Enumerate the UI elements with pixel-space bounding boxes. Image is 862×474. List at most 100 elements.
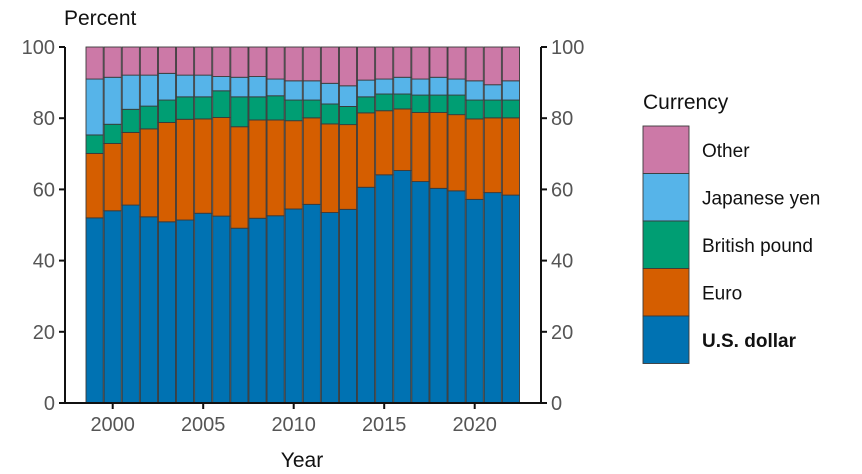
bar-segment-japanese-yen-2020 <box>465 80 484 101</box>
bar-stack-1999 <box>85 46 104 404</box>
bar-segment-other-2007 <box>230 46 249 78</box>
legend-swatch-british-pound <box>642 220 690 269</box>
bar-segment-u-s-dollar-2006 <box>212 215 231 404</box>
bar-segment-euro-2013 <box>338 124 358 210</box>
bar-segment-u-s-dollar-2007 <box>230 227 249 404</box>
bar-segment-euro-2020 <box>465 118 484 200</box>
bar-segment-other-2011 <box>302 46 321 82</box>
bar-segment-british-pound-2021 <box>483 99 502 119</box>
legend-label-euro: Euro <box>702 283 742 304</box>
bar-segment-euro-2008 <box>248 119 267 219</box>
x-tick-label-2000: 2000 <box>90 414 135 436</box>
bar-segment-u-s-dollar-1999 <box>85 217 104 404</box>
x-axis-title: Year <box>281 449 323 472</box>
left-tick-label-20: 20 <box>33 322 55 344</box>
bar-stack-2003 <box>157 46 177 404</box>
bar-stack-2022 <box>501 46 520 404</box>
bar-stack-2000 <box>103 46 122 404</box>
bar-segment-japanese-yen-2015 <box>375 78 394 95</box>
bar-segment-euro-2017 <box>411 112 430 183</box>
right-tick-label-20: 20 <box>551 322 573 344</box>
bar-segment-british-pound-2007 <box>230 96 249 128</box>
bar-segment-british-pound-2001 <box>121 108 140 133</box>
bar-segment-british-pound-2016 <box>393 93 412 110</box>
right-tick-label-60: 60 <box>551 179 573 201</box>
bar-segment-euro-2022 <box>501 117 520 196</box>
bar-segment-japanese-yen-2009 <box>266 78 285 97</box>
bar-segment-u-s-dollar-2011 <box>302 203 321 404</box>
bar-segment-u-s-dollar-2018 <box>429 187 448 404</box>
bar-segment-japanese-yen-2001 <box>121 74 140 110</box>
bar-segment-other-2000 <box>103 46 122 78</box>
bar-stack-2010 <box>284 46 303 404</box>
bar-segment-japanese-yen-2014 <box>357 79 376 98</box>
legend-title: Currency <box>643 91 729 114</box>
bar-segment-u-s-dollar-2012 <box>320 212 339 404</box>
bar-segment-other-2006 <box>212 46 231 77</box>
bar-segment-u-s-dollar-2003 <box>157 221 177 404</box>
bar-stack-2016 <box>393 46 412 404</box>
bar-segment-japanese-yen-2011 <box>302 80 321 101</box>
bar-segment-other-2022 <box>501 46 520 82</box>
y-axis-title: Percent <box>64 7 137 30</box>
left-tick-label-80: 80 <box>33 108 55 130</box>
bar-segment-japanese-yen-2007 <box>230 76 249 98</box>
bar-segment-british-pound-2011 <box>302 99 321 119</box>
legend-swatch-u-s-dollar <box>642 315 690 364</box>
bar-segment-other-2010 <box>284 46 303 82</box>
legend-swatch-euro <box>642 268 690 317</box>
bar-segment-british-pound-2013 <box>338 105 358 126</box>
bar-segment-u-s-dollar-2010 <box>284 208 303 404</box>
bar-segment-british-pound-2015 <box>375 93 394 112</box>
bar-stack-2008 <box>248 46 267 404</box>
bar-segment-euro-2001 <box>121 131 140 206</box>
bar-segment-other-2003 <box>157 46 177 74</box>
bar-segment-u-s-dollar-2014 <box>357 186 376 404</box>
bar-segment-euro-2019 <box>447 114 466 192</box>
bar-segment-japanese-yen-2012 <box>320 82 339 105</box>
bar-segment-euro-2021 <box>483 117 502 194</box>
bar-segment-british-pound-2005 <box>194 96 213 120</box>
bar-segment-other-2009 <box>266 46 285 80</box>
bar-segment-other-2012 <box>320 46 339 84</box>
bar-segment-japanese-yen-2017 <box>411 78 430 96</box>
bar-segment-other-2013 <box>338 46 358 87</box>
bar-segment-u-s-dollar-2017 <box>411 181 430 404</box>
bar-segment-japanese-yen-2019 <box>447 78 466 96</box>
x-tick-label-2005: 2005 <box>181 414 226 436</box>
bar-segment-u-s-dollar-2022 <box>501 194 520 404</box>
bar-segment-u-s-dollar-2020 <box>465 198 484 404</box>
bar-segment-british-pound-2014 <box>357 96 376 114</box>
bar-segment-british-pound-2017 <box>411 94 430 113</box>
bar-segment-euro-2007 <box>230 126 249 229</box>
bar-segment-japanese-yen-2010 <box>284 80 303 101</box>
left-tick-label-100: 100 <box>22 37 55 59</box>
bar-stack-2015 <box>375 46 394 404</box>
bar-segment-euro-1999 <box>85 152 104 219</box>
bar-stack-2013 <box>338 46 358 404</box>
right-tick-label-40: 40 <box>551 251 573 273</box>
bar-segment-u-s-dollar-2021 <box>483 192 502 404</box>
bar-segment-british-pound-2003 <box>157 99 177 123</box>
bar-segment-u-s-dollar-2009 <box>266 215 285 404</box>
bar-stack-2012 <box>320 46 339 404</box>
bar-segment-u-s-dollar-2013 <box>338 208 358 404</box>
bar-stack-2007 <box>230 46 249 404</box>
left-tick-label-40: 40 <box>33 251 55 273</box>
bar-segment-japanese-yen-2022 <box>501 80 520 101</box>
bar-segment-british-pound-2000 <box>103 123 122 144</box>
x-tick-label-2010: 2010 <box>271 414 316 436</box>
bar-segment-euro-2000 <box>103 143 122 212</box>
legend-label-u-s-dollar: U.S. dollar <box>702 331 797 352</box>
legend-label-japanese-yen: Japanese yen <box>702 188 820 209</box>
bar-segment-british-pound-2019 <box>447 94 466 116</box>
bar-stack-2020 <box>465 46 484 404</box>
bar-stack-2004 <box>176 46 195 404</box>
bar-segment-british-pound-2010 <box>284 99 303 122</box>
right-tick-label-0: 0 <box>551 393 562 415</box>
bar-segment-other-2001 <box>121 46 140 76</box>
bar-segment-other-2020 <box>465 46 484 82</box>
bar-stack-2017 <box>411 46 430 404</box>
bar-segment-euro-2010 <box>284 120 303 210</box>
